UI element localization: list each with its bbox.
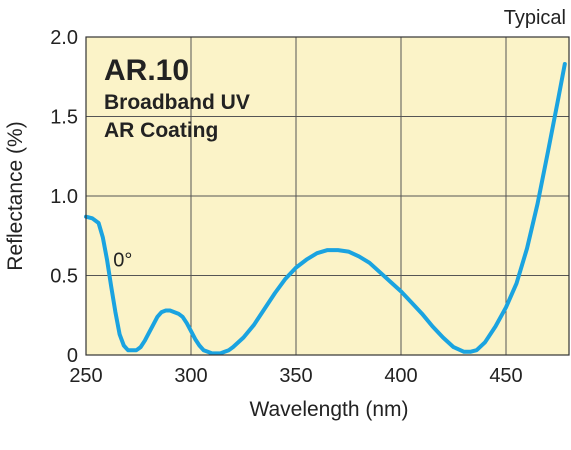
y-tick-label: 1.0 bbox=[50, 186, 78, 208]
y-tick-label: 0.5 bbox=[50, 266, 78, 288]
x-tick-label: 350 bbox=[279, 365, 312, 387]
tick-labels: 250 300 350 400 450 0 0.5 1.0 1.5 2.0 bbox=[50, 27, 523, 387]
corner-label: Typical bbox=[504, 7, 566, 29]
x-tick-label: 300 bbox=[174, 365, 207, 387]
y-tick-label: 2.0 bbox=[50, 27, 78, 49]
y-axis-title: Reflectance (%) bbox=[4, 121, 27, 270]
x-tick-label: 250 bbox=[69, 365, 102, 387]
x-tick-label: 450 bbox=[489, 365, 522, 387]
angle-annotation: 0° bbox=[113, 250, 132, 272]
x-axis-title: Wavelength (nm) bbox=[249, 398, 408, 421]
x-tick-label: 400 bbox=[384, 365, 417, 387]
y-tick-label: 1.5 bbox=[50, 107, 78, 129]
grid-lines bbox=[86, 37, 569, 355]
chart-subtitle-line-1: Broadband UV bbox=[104, 91, 250, 114]
reflectance-series-line bbox=[84, 62, 567, 356]
plot-frame bbox=[85, 36, 570, 356]
chart-subtitle-line-2: AR Coating bbox=[104, 119, 218, 142]
chart-title: AR.10 bbox=[104, 54, 189, 87]
series-layer bbox=[84, 62, 567, 356]
y-tick-label: 0 bbox=[67, 345, 78, 367]
